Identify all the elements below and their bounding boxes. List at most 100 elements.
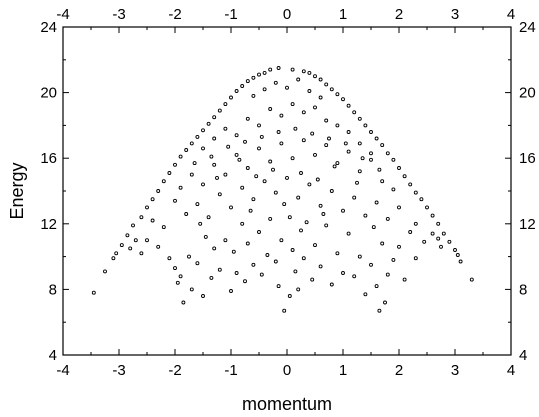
- data-point: [145, 238, 149, 243]
- x-tick-label: 3: [451, 362, 459, 379]
- data-point: [195, 261, 200, 266]
- data-point: [276, 284, 281, 289]
- data-point: [231, 249, 236, 254]
- data-point: [273, 80, 278, 85]
- data-point: [296, 287, 301, 292]
- y-tick-label: 24: [519, 19, 536, 36]
- data-point: [313, 105, 317, 110]
- data-point: [380, 143, 385, 148]
- data-point: [167, 171, 172, 175]
- data-point: [282, 202, 287, 207]
- y-tick-label: 20: [519, 85, 536, 102]
- data-point: [397, 205, 401, 210]
- data-point: [391, 257, 396, 262]
- data-point: [290, 102, 295, 107]
- data-point: [324, 82, 329, 87]
- data-point: [245, 166, 250, 170]
- data-point: [299, 228, 303, 233]
- data-point: [313, 74, 317, 79]
- data-point: [374, 284, 379, 289]
- data-point: [293, 269, 298, 274]
- data-point: [240, 185, 245, 190]
- data-point: [321, 212, 326, 216]
- data-point: [374, 136, 379, 141]
- data-point: [341, 208, 345, 213]
- left-axis-ticks: 4 8 12 16 20 24: [40, 19, 69, 364]
- data-point: [335, 92, 340, 97]
- data-point: [276, 66, 281, 70]
- data-point: [262, 179, 267, 184]
- data-point: [290, 67, 295, 72]
- data-point: [178, 154, 183, 159]
- data-point: [346, 130, 351, 134]
- data-point: [257, 146, 261, 151]
- data-point: [119, 243, 124, 248]
- data-point: [380, 241, 385, 246]
- data-point: [430, 213, 435, 218]
- data-point: [391, 187, 396, 192]
- data-point: [310, 277, 315, 282]
- data-point: [156, 189, 161, 193]
- data-point: [293, 126, 298, 131]
- data-point: [265, 253, 270, 257]
- data-point: [198, 221, 203, 226]
- data-point: [329, 87, 334, 92]
- data-point: [223, 102, 228, 107]
- data-point: [139, 215, 144, 220]
- data-point: [234, 89, 239, 93]
- x-tick-label: 3: [451, 6, 459, 23]
- data-point: [363, 123, 368, 128]
- data-point: [268, 159, 273, 164]
- data-point: [209, 275, 214, 280]
- data-point: [332, 164, 337, 169]
- data-point: [318, 95, 323, 100]
- data-point: [301, 138, 306, 143]
- data-point: [248, 208, 253, 213]
- data-point: [385, 216, 390, 221]
- data-point: [357, 254, 362, 259]
- x-tick-label: -2: [168, 362, 181, 379]
- data-point: [436, 221, 441, 226]
- data-point: [352, 195, 357, 200]
- y-tick-label: 8: [49, 281, 57, 298]
- data-point: [310, 131, 315, 136]
- data-point: [167, 256, 172, 261]
- data-point: [441, 231, 446, 236]
- data-point: [139, 251, 144, 256]
- data-point: [212, 162, 217, 167]
- x-tick-label: -1: [224, 362, 237, 379]
- data-point: [161, 179, 166, 184]
- data-point: [335, 123, 340, 128]
- x-tick-label: -4: [56, 362, 69, 379]
- data-point: [145, 205, 149, 210]
- data-point: [352, 274, 357, 279]
- data-point: [413, 190, 418, 195]
- data-point: [299, 171, 303, 175]
- data-point: [360, 156, 365, 161]
- data-point: [397, 244, 401, 249]
- x-tick-label: 0: [283, 362, 291, 379]
- data-point: [184, 212, 189, 216]
- data-point: [290, 156, 295, 161]
- data-point: [318, 264, 323, 269]
- data-point: [268, 67, 273, 72]
- data-point: [173, 198, 177, 203]
- data-point: [335, 251, 340, 256]
- data-point: [229, 95, 233, 100]
- data-point: [385, 151, 390, 156]
- data-point: [273, 190, 278, 195]
- data-point: [192, 161, 197, 166]
- data-point: [189, 141, 194, 146]
- data-point: [279, 113, 284, 118]
- data-point: [455, 253, 460, 257]
- data-point: [223, 238, 228, 243]
- data-point: [287, 215, 292, 220]
- data-point: [103, 269, 107, 274]
- data-point: [128, 246, 133, 251]
- x-tick-label: 1: [339, 362, 347, 379]
- data-point: [259, 272, 264, 277]
- data-point: [447, 239, 452, 244]
- data-point: [229, 289, 233, 293]
- data-point: [257, 72, 261, 77]
